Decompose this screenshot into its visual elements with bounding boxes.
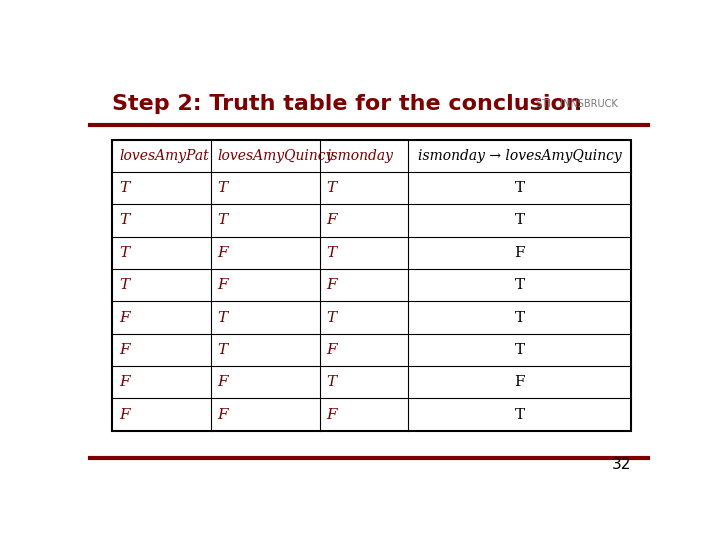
Text: T: T — [515, 310, 525, 325]
Text: ismonday → lovesAmyQuincy: ismonday → lovesAmyQuincy — [418, 149, 621, 163]
Text: T: T — [327, 310, 337, 325]
Text: T: T — [119, 278, 129, 292]
Text: lovesAmyPat: lovesAmyPat — [119, 149, 209, 163]
Text: T: T — [217, 213, 228, 227]
Text: F: F — [217, 278, 228, 292]
Text: F: F — [217, 246, 228, 260]
Text: F: F — [119, 408, 130, 422]
Text: T: T — [217, 343, 228, 357]
Text: F: F — [119, 343, 130, 357]
Text: 32: 32 — [612, 457, 631, 472]
Text: F: F — [327, 408, 337, 422]
Text: T: T — [515, 213, 525, 227]
Text: T: T — [327, 246, 337, 260]
Text: F: F — [217, 408, 228, 422]
Text: F: F — [514, 375, 525, 389]
Text: T: T — [327, 375, 337, 389]
Text: T: T — [327, 181, 337, 195]
Text: ismonday: ismonday — [327, 149, 394, 163]
Text: T: T — [515, 278, 525, 292]
Text: F: F — [514, 246, 525, 260]
Text: T: T — [515, 181, 525, 195]
Text: T: T — [119, 181, 129, 195]
Text: T: T — [515, 343, 525, 357]
Text: F: F — [217, 375, 228, 389]
Text: F: F — [327, 213, 337, 227]
Text: T: T — [515, 408, 525, 422]
Text: Step 2: Truth table for the conclusion: Step 2: Truth table for the conclusion — [112, 94, 582, 114]
Text: T: T — [119, 246, 129, 260]
Text: T: T — [217, 310, 228, 325]
Text: lovesAmyQuincy: lovesAmyQuincy — [217, 149, 334, 163]
Text: F: F — [119, 375, 130, 389]
Text: F: F — [119, 310, 130, 325]
Text: F: F — [327, 278, 337, 292]
Text: T: T — [119, 213, 129, 227]
Text: i: i — [533, 44, 544, 72]
Text: T: T — [217, 181, 228, 195]
Text: STI · INNSBRUCK: STI · INNSBRUCK — [536, 99, 618, 109]
Text: F: F — [327, 343, 337, 357]
